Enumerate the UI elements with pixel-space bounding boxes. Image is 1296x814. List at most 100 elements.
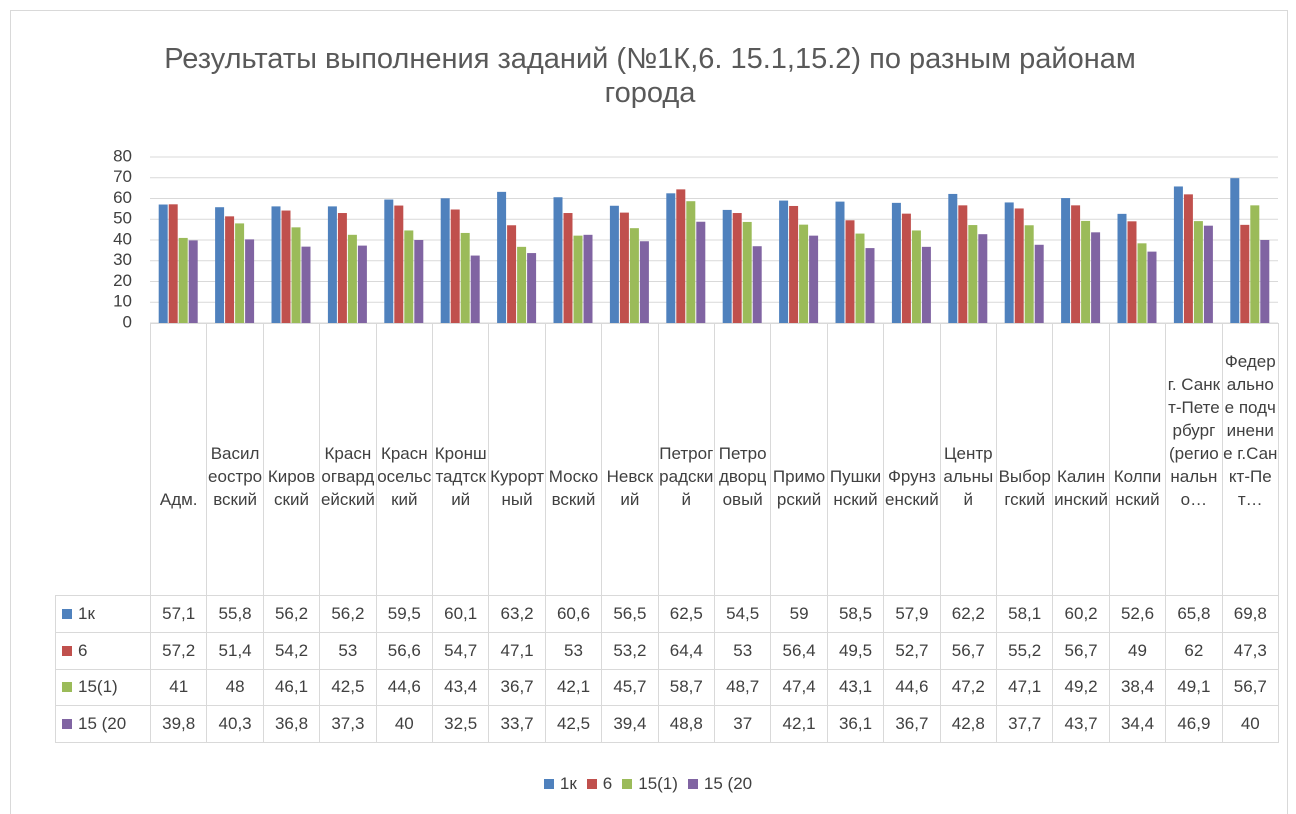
legend-swatch — [586, 779, 597, 789]
bar — [1004, 202, 1014, 323]
bar — [1183, 194, 1193, 323]
bar — [1091, 232, 1101, 323]
bar — [235, 223, 245, 323]
data-cell: 47,1 — [996, 668, 1054, 707]
data-cell: 33,7 — [488, 705, 546, 744]
bar — [271, 206, 281, 323]
data-cell: 47,2 — [939, 668, 997, 707]
category-label: Колпинский — [1108, 323, 1167, 596]
bar — [1137, 243, 1147, 323]
bar — [799, 224, 809, 323]
bar — [553, 197, 563, 323]
bar — [629, 228, 639, 323]
bar — [978, 234, 988, 323]
data-cell: 54,2 — [262, 631, 321, 670]
data-cell: 53 — [714, 631, 772, 670]
series-name: 6 — [78, 640, 88, 660]
bar — [357, 245, 367, 323]
data-cell: 51,4 — [206, 631, 264, 670]
data-cell: 40 — [375, 705, 433, 744]
series-name: 15(1) — [78, 677, 118, 697]
table-legend-key: 15(1) — [55, 668, 151, 707]
bar — [686, 201, 696, 323]
data-cell: 37 — [714, 705, 772, 744]
data-cell: 60,1 — [432, 595, 490, 633]
data-cell: 42,1 — [770, 705, 828, 744]
data-cell: 57,1 — [150, 595, 208, 633]
bar — [158, 204, 168, 323]
bar — [779, 200, 789, 323]
bar — [394, 205, 404, 323]
data-cell: 37,3 — [319, 705, 377, 744]
category-label: Невский — [601, 323, 659, 596]
bar — [188, 240, 198, 323]
legend-swatch — [62, 682, 72, 693]
data-cell: 38,4 — [1108, 668, 1167, 707]
table-legend-key: 15 (20 — [55, 705, 151, 744]
y-tick-label: 80 — [113, 146, 132, 165]
bar — [1250, 205, 1260, 323]
data-cell: 48,7 — [714, 668, 772, 707]
bar — [1203, 225, 1213, 323]
data-cell: 40,3 — [206, 705, 264, 744]
y-tick-label: 10 — [113, 292, 132, 311]
category-label: Московский — [544, 323, 603, 596]
bar — [1193, 221, 1203, 323]
y-tick-label: 30 — [113, 250, 132, 269]
category-label: Красногвардейский — [319, 323, 377, 596]
data-cell: 58,7 — [657, 668, 715, 707]
bar — [1260, 240, 1270, 323]
legend-label: 1к — [559, 774, 577, 793]
data-cell: 39,8 — [150, 705, 208, 744]
bar — [347, 234, 357, 323]
data-cell: 47,1 — [488, 631, 546, 670]
bar — [1127, 221, 1137, 323]
bar — [327, 206, 337, 323]
category-label: Петродворцовый — [714, 323, 772, 596]
legend-label: 6 — [602, 774, 613, 793]
bar — [1240, 224, 1250, 323]
legend-item: 15 (20 — [687, 774, 752, 794]
category-label: Фрунзенский — [883, 323, 941, 596]
bar — [921, 246, 931, 323]
bar — [168, 204, 178, 323]
legend-swatch — [62, 608, 72, 619]
category-label: Курортный — [488, 323, 546, 596]
data-cell: 62 — [1165, 631, 1223, 670]
data-cell: 56,7 — [939, 631, 997, 670]
bar — [291, 227, 301, 323]
data-cell: 49,1 — [1165, 668, 1223, 707]
bar — [1034, 244, 1044, 323]
category-label: Федеральное подчинение г.Санкт-Пет… — [1221, 323, 1279, 596]
bar — [215, 207, 225, 323]
bar — [178, 237, 188, 323]
bar — [404, 230, 414, 323]
bar — [1117, 213, 1127, 323]
data-cell: 36,1 — [826, 705, 885, 744]
bar — [639, 241, 649, 323]
data-cell: 47,4 — [770, 668, 828, 707]
series-name: 1к — [78, 603, 95, 623]
data-cell: 45,7 — [601, 668, 659, 707]
bar — [517, 246, 527, 323]
data-cell: 58,1 — [996, 595, 1054, 633]
table-legend-key: 1к — [55, 595, 151, 633]
y-tick-label: 70 — [113, 167, 132, 186]
bar — [619, 212, 629, 323]
bar — [742, 221, 752, 323]
category-label: Кировский — [262, 323, 321, 596]
data-cell: 46,9 — [1165, 705, 1223, 744]
bar — [855, 233, 865, 323]
bar — [384, 199, 394, 323]
data-cell: 56,7 — [1052, 631, 1110, 670]
bar — [676, 189, 686, 323]
bar — [440, 198, 450, 323]
bar — [225, 216, 235, 323]
legend-swatch — [62, 719, 72, 730]
y-tick-label: 40 — [113, 229, 132, 248]
bar — [1173, 186, 1183, 323]
data-cell: 49,2 — [1052, 668, 1110, 707]
bar — [835, 201, 845, 323]
data-cell: 62,5 — [657, 595, 715, 633]
